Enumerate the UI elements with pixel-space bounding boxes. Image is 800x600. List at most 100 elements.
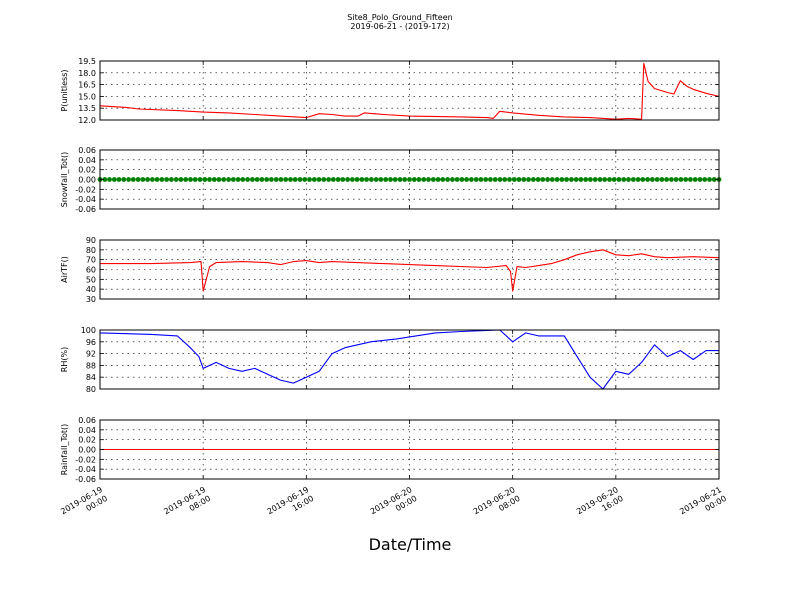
snowfall-markers bbox=[97, 177, 722, 182]
data-point bbox=[407, 177, 412, 182]
data-point bbox=[288, 177, 293, 182]
data-point bbox=[478, 177, 484, 182]
data-point bbox=[569, 177, 574, 182]
y-tick-label: 13.5 bbox=[78, 104, 96, 113]
data-point bbox=[130, 177, 136, 182]
data-point bbox=[497, 177, 503, 182]
data-point bbox=[202, 177, 208, 182]
data-point bbox=[445, 177, 450, 182]
data-point bbox=[435, 177, 441, 182]
data-point bbox=[411, 177, 417, 182]
data-point bbox=[659, 177, 665, 182]
y-tick-label: 80 bbox=[86, 246, 96, 255]
data-point bbox=[302, 177, 308, 182]
data-point bbox=[683, 177, 689, 182]
data-point bbox=[364, 177, 369, 182]
series-line bbox=[99, 329, 719, 390]
data-point bbox=[573, 177, 579, 182]
data-point bbox=[240, 177, 246, 182]
y-tick-label: 70 bbox=[86, 256, 96, 265]
data-point bbox=[602, 177, 608, 182]
y-tick-label: 88 bbox=[86, 361, 96, 370]
data-point bbox=[669, 177, 674, 182]
data-point bbox=[335, 177, 341, 182]
y-tick-label: -0.02 bbox=[75, 455, 96, 464]
data-point bbox=[140, 177, 146, 182]
data-point bbox=[516, 177, 522, 182]
data-point bbox=[259, 177, 265, 182]
data-point bbox=[549, 177, 555, 182]
grid bbox=[99, 329, 720, 390]
data-point bbox=[564, 177, 569, 182]
data-point bbox=[269, 177, 274, 182]
data-point bbox=[392, 177, 398, 182]
panels: 12.0 13.5 15.0 16.5 18.0 19.5 P(unitless) -0.06… bbox=[59, 57, 728, 516]
data-point bbox=[173, 177, 179, 182]
data-point bbox=[583, 177, 589, 182]
data-point bbox=[664, 177, 669, 182]
data-point bbox=[502, 177, 508, 182]
chart-subtitle: 2019-06-21 - (2019-172) bbox=[350, 22, 449, 31]
y-axis-label: RH(%) bbox=[60, 347, 69, 372]
y-tick-label: 40 bbox=[86, 285, 96, 294]
data-point bbox=[426, 177, 431, 182]
y-tick-label: 96 bbox=[86, 338, 96, 347]
grid bbox=[99, 239, 720, 300]
data-point bbox=[169, 177, 174, 182]
data-point bbox=[359, 177, 365, 182]
data-point bbox=[649, 177, 655, 182]
data-point bbox=[507, 177, 512, 182]
y-tick-label: 0.04 bbox=[78, 426, 96, 435]
y-tick-label: 0.06 bbox=[78, 146, 96, 155]
series-line bbox=[100, 249, 720, 292]
data-point bbox=[373, 177, 379, 182]
chart-title: Site8_Polo_Ground_Fifteen bbox=[347, 13, 452, 22]
data-point bbox=[211, 177, 217, 182]
data-point bbox=[283, 177, 289, 182]
data-point bbox=[354, 177, 360, 182]
data-point bbox=[678, 177, 684, 182]
data-point bbox=[345, 177, 350, 182]
data-point bbox=[440, 177, 446, 182]
y-tick-label: -0.06 bbox=[75, 475, 96, 484]
data-point bbox=[383, 177, 389, 182]
data-point bbox=[264, 177, 270, 182]
data-point bbox=[654, 177, 660, 182]
data-point bbox=[278, 177, 284, 182]
data-point bbox=[111, 177, 117, 182]
data-point bbox=[102, 177, 108, 182]
y-tick-label: 12.0 bbox=[78, 116, 96, 125]
y-tick-label: -0.02 bbox=[75, 185, 96, 194]
y-tick-label: 60 bbox=[86, 266, 96, 275]
data-point bbox=[126, 177, 131, 182]
data-point bbox=[316, 177, 322, 182]
data-point bbox=[630, 177, 636, 182]
data-point bbox=[254, 177, 260, 182]
y-axis-label: Snowfall_Tot() bbox=[60, 152, 69, 208]
data-point bbox=[397, 177, 403, 182]
data-point bbox=[488, 177, 493, 182]
y-tick-label: 92 bbox=[86, 350, 96, 359]
y-tick-label: 16.5 bbox=[78, 81, 96, 90]
data-point bbox=[221, 177, 227, 182]
y-tick-label: 0.00 bbox=[78, 446, 96, 455]
data-point bbox=[421, 177, 427, 182]
y-tick-label: -0.04 bbox=[75, 465, 96, 474]
data-point bbox=[178, 177, 184, 182]
data-point bbox=[416, 177, 422, 182]
y-tick-label: 30 bbox=[86, 295, 96, 304]
data-point bbox=[164, 177, 170, 182]
data-point bbox=[459, 177, 465, 182]
data-point bbox=[311, 177, 317, 182]
data-point bbox=[321, 177, 327, 182]
series-line bbox=[99, 62, 720, 120]
data-point bbox=[107, 177, 112, 182]
panel-5: -0.06-0.04-0.020.000.020.040.06 Rainfall_… bbox=[60, 416, 720, 484]
data-point bbox=[611, 177, 617, 182]
data-point bbox=[592, 177, 598, 182]
data-point bbox=[697, 177, 703, 182]
data-point bbox=[673, 177, 679, 182]
data-point bbox=[330, 177, 336, 182]
